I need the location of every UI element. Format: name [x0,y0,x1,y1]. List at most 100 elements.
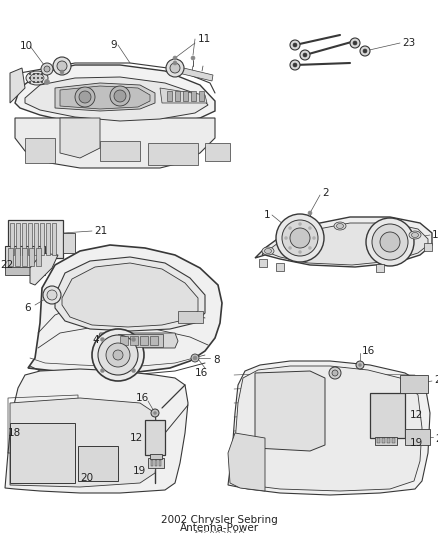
Circle shape [332,370,338,376]
Circle shape [47,290,57,300]
Text: 16: 16 [362,346,375,356]
Bar [191,91,196,101]
Circle shape [29,73,31,75]
Bar [370,393,405,438]
Text: 18: 18 [8,428,21,438]
Circle shape [41,73,43,75]
Text: 4760939AD: 4760939AD [192,531,246,533]
Polygon shape [170,65,213,81]
Text: 22: 22 [0,260,13,270]
Circle shape [79,91,91,103]
Circle shape [98,335,138,375]
Polygon shape [10,398,158,487]
Bar [140,336,148,345]
Bar [400,375,428,393]
Circle shape [308,211,312,215]
Circle shape [170,63,180,73]
Circle shape [45,79,49,85]
Polygon shape [97,333,178,348]
Bar [5,246,45,268]
Polygon shape [255,217,432,267]
Polygon shape [30,253,58,285]
Circle shape [353,41,357,45]
Bar [424,243,432,251]
Text: Antenna-Power: Antenna-Power [180,523,258,533]
Bar [167,91,172,101]
Bar [40,223,44,255]
Text: 21: 21 [94,226,107,236]
Bar [159,460,161,466]
Circle shape [308,246,311,249]
Circle shape [75,87,95,107]
Bar [22,223,26,255]
Circle shape [290,228,310,248]
Circle shape [41,77,43,79]
Bar [375,437,397,445]
Ellipse shape [411,232,418,238]
Circle shape [37,77,39,79]
Bar [150,336,158,345]
Bar [8,248,13,266]
Circle shape [308,227,311,230]
Circle shape [37,81,39,83]
Text: 16: 16 [136,393,149,403]
Circle shape [299,222,301,225]
Bar [16,223,20,255]
Text: 9: 9 [110,40,117,50]
Bar [150,454,162,459]
Circle shape [350,38,360,48]
Bar [199,91,204,101]
Polygon shape [262,223,428,265]
Bar [276,263,284,271]
Circle shape [110,86,130,106]
Circle shape [43,286,61,304]
Polygon shape [228,433,265,491]
Bar [377,438,380,443]
Bar [145,420,165,455]
Polygon shape [255,371,325,451]
Circle shape [33,73,35,75]
Circle shape [293,43,297,47]
Bar [52,223,56,255]
Circle shape [173,61,177,65]
Polygon shape [10,68,25,103]
Bar [118,334,163,347]
Text: 19: 19 [133,466,146,476]
Circle shape [106,343,130,367]
Circle shape [92,329,144,381]
Circle shape [60,70,64,74]
Circle shape [360,46,370,56]
Text: 12: 12 [130,433,143,443]
Text: 12: 12 [410,410,423,420]
Circle shape [312,237,315,239]
Circle shape [276,214,324,262]
Circle shape [113,350,123,360]
Bar [405,429,430,445]
Text: 8: 8 [213,355,219,365]
Bar [78,446,118,481]
Bar [178,311,203,323]
Bar [155,460,157,466]
Circle shape [100,368,104,373]
Bar [15,248,20,266]
Circle shape [303,53,307,57]
Bar [36,248,41,266]
Circle shape [366,218,414,266]
Circle shape [300,50,310,60]
Bar [259,259,267,267]
Circle shape [191,56,195,60]
Bar [8,220,63,258]
Bar [387,438,390,443]
Bar [10,223,14,255]
Text: 1: 1 [432,230,438,240]
Text: 20: 20 [435,434,438,444]
Circle shape [380,232,400,252]
Bar [148,143,198,165]
Circle shape [289,246,292,249]
Circle shape [131,368,135,373]
Bar [376,264,384,272]
Text: 20: 20 [434,375,438,385]
Circle shape [33,81,35,83]
Circle shape [44,66,50,72]
Ellipse shape [262,247,274,255]
